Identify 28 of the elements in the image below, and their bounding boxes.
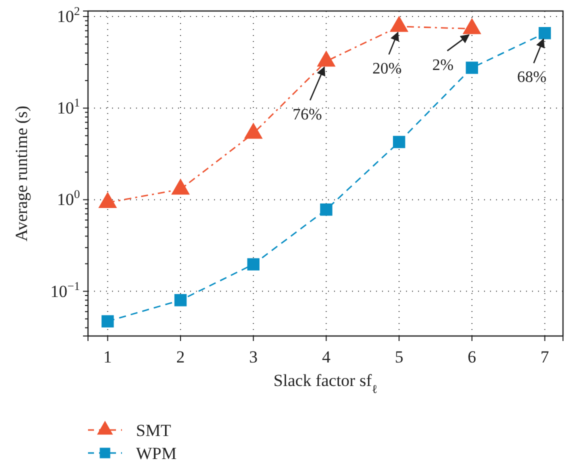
y-tick-label: 10$^{−1}$ <box>50 278 80 301</box>
point <box>462 18 482 34</box>
y-tick-label: 10$^{1}$ <box>57 96 80 118</box>
legend-label: WPM <box>136 444 177 463</box>
y-tick-label: 10$^{2}$ <box>57 4 80 26</box>
point <box>102 315 114 328</box>
x-tick-label: 4 <box>322 348 331 367</box>
y-axis-title: Average runtime (s) <box>12 106 31 242</box>
x-tick-label: 5 <box>394 348 404 367</box>
x-tick-label: 1 <box>103 348 112 367</box>
x-tick-label: 2 <box>176 348 185 367</box>
point <box>320 203 332 216</box>
y-tick-label: 10$^{0}$ <box>57 187 80 210</box>
annotation: 76% <box>292 106 322 124</box>
annotation: 68% <box>517 69 546 86</box>
point <box>244 122 263 139</box>
point <box>171 178 190 195</box>
point <box>390 16 408 32</box>
annotation: 2% <box>432 56 454 74</box>
x-axis-title: Slack factor sf$_{ℓ}$ <box>274 371 378 396</box>
x-tick-label: 7 <box>540 348 550 367</box>
legend-label: SMT <box>136 421 172 440</box>
point <box>174 294 187 306</box>
annotation: 20% <box>372 60 402 78</box>
point <box>247 258 260 270</box>
x-tick-label: 3 <box>249 348 258 367</box>
x-tick-label: 6 <box>468 348 476 367</box>
point <box>316 50 336 67</box>
